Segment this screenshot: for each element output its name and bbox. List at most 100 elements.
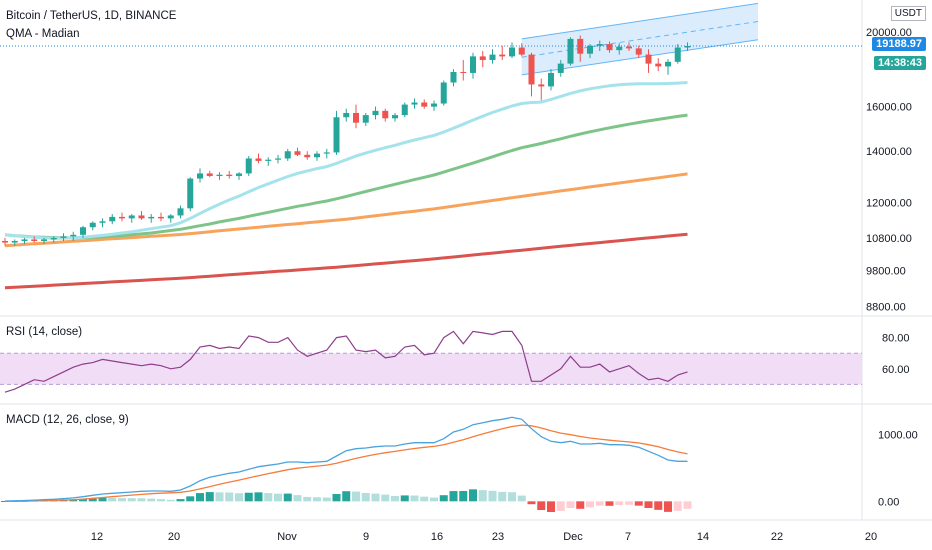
macd-histogram-bar [664,501,672,512]
time-tick-label: 16 [431,531,443,543]
macd-histogram-bar [283,493,292,502]
price-tick-label: 12000.00 [866,198,912,210]
time-tick-label: 22 [771,531,783,543]
candle [31,236,38,243]
candle [226,170,233,179]
macd-histogram-bar [293,495,302,502]
candle [499,45,506,60]
macd-histogram-bar [322,497,331,502]
candle [99,218,106,228]
macd-pane [1,416,692,512]
candle [665,59,671,75]
macd-histogram-bar [176,499,185,502]
last-price-tag: 19188.97 [872,37,926,51]
candle [245,156,252,176]
macd-histogram-bar [244,492,253,502]
candle-body [167,215,174,219]
candle [314,151,320,161]
macd-tick-label: 1000.00 [878,430,918,442]
macd-line [4,416,688,502]
candle [70,231,77,241]
time-tick-label: 20 [865,531,877,543]
candlesticks [0,35,862,246]
macd-histogram-bar [361,493,370,502]
candle-body [343,112,350,118]
candle-body [431,103,437,107]
macd-histogram-bar [215,492,224,502]
candle [109,214,116,225]
candle [80,225,86,238]
candle [128,214,135,223]
candle [606,41,613,53]
candle-body [128,215,135,219]
candle-body [674,47,681,62]
macd-histogram-bar [69,499,78,502]
candle-body [21,239,28,241]
candle-body [11,240,18,243]
candle-body [470,56,476,73]
candle-body [450,71,457,83]
candle [635,45,642,59]
candle-body [665,61,671,67]
rsi-tick-label: 80.00 [882,333,910,345]
candle-body [460,71,467,73]
candle [616,43,623,55]
candle-body [255,158,262,161]
candle-body [89,222,96,228]
candle-body [314,153,320,158]
macd-histogram-bar [274,493,282,502]
candle [353,104,359,129]
candle-body [684,45,691,48]
chart-axes: 20000.00 16000.00 14000.00 12000.00 10800.00… [91,27,918,543]
candle [626,42,632,52]
candle-body [187,178,194,209]
candle-body [236,173,242,176]
regression-channel [521,2,759,76]
macd-histogram-bar [420,496,429,502]
time-tick-label: Dec [563,531,583,543]
candle [528,52,535,97]
candle [440,80,447,106]
rsi-line [4,330,688,393]
candle [567,37,574,66]
macd-histogram-bar [186,496,195,502]
candle-body [518,47,525,55]
candle-body [99,221,106,223]
indicator-label: QMA - Madian [6,28,80,40]
macd-histogram-bar [488,490,497,502]
candle [557,59,564,77]
currency-unit-badge[interactable]: USDT [890,6,926,21]
macd-histogram-bar [576,501,585,509]
candle [587,44,593,59]
macd-histogram-bar [615,501,624,505]
macd-histogram-bar [654,501,663,510]
macd-histogram-bar [547,501,555,512]
macd-histogram-bar [127,498,136,502]
candle-body [265,159,272,161]
channel-upper-line [521,2,759,40]
candle-body [138,215,145,219]
macd-histogram-bar [478,490,487,502]
candle-body [489,54,496,60]
macd-histogram-bar [498,491,507,502]
macd-histogram-bar [459,491,468,502]
candle-body [50,237,57,240]
macd-histogram-bar [537,501,546,510]
candle [148,214,155,223]
price-tick-label: 20000.00 [866,27,912,39]
candle-body [372,110,379,116]
macd-histogram-bar [98,497,107,502]
candle [470,52,476,79]
macd-histogram-bar [469,489,477,502]
candle-body [70,234,77,237]
channel-mid-line [521,20,759,58]
candle-body [567,38,574,64]
macd-histogram-bar [400,495,409,502]
price-tick-label: 10800.00 [866,233,912,245]
moving-averages [4,81,688,290]
ma-mid-line [4,113,688,240]
macd-histogram-bar [225,492,234,502]
candle [382,108,389,122]
candle-body [353,112,359,123]
